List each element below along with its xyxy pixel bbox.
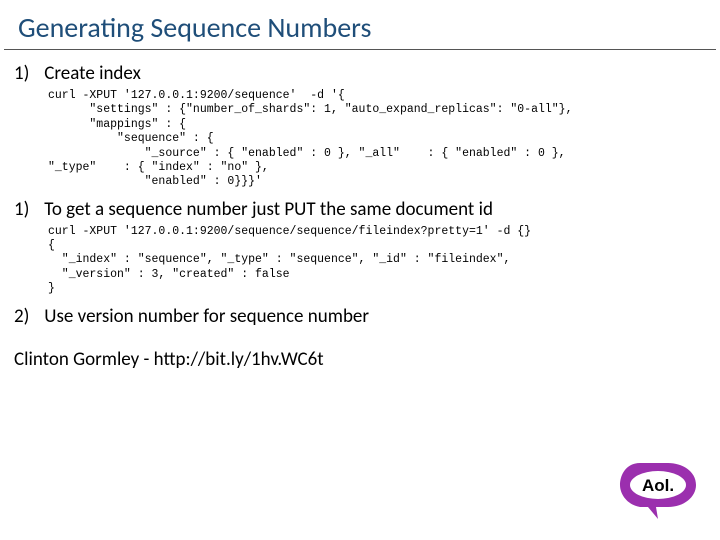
step-1: 1) Create index <box>0 60 720 87</box>
footer-attribution: Clinton Gormley - http://bit.ly/1hv.WC6t <box>0 330 720 371</box>
step-2-num: 1) <box>14 198 40 221</box>
step-1-text: Create index <box>44 62 141 85</box>
step-3-text: Use version number for sequence number <box>44 305 369 328</box>
code-block-1: curl -XPUT '127.0.0.1:9200/sequence' -d … <box>0 87 720 196</box>
step-1-num: 1) <box>14 62 40 85</box>
code-block-2: curl -XPUT '127.0.0.1:9200/sequence/sequ… <box>0 223 720 303</box>
step-3-num: 2) <box>14 305 40 328</box>
step-2: 1) To get a sequence number just PUT the… <box>0 196 720 223</box>
page-title: Generating Sequence Numbers <box>4 0 716 50</box>
step-2-text: To get a sequence number just PUT the sa… <box>44 198 493 221</box>
logo-text: Aol. <box>642 476 674 495</box>
aol-logo: Aol. <box>618 457 702 526</box>
step-3: 2) Use version number for sequence numbe… <box>0 303 720 330</box>
